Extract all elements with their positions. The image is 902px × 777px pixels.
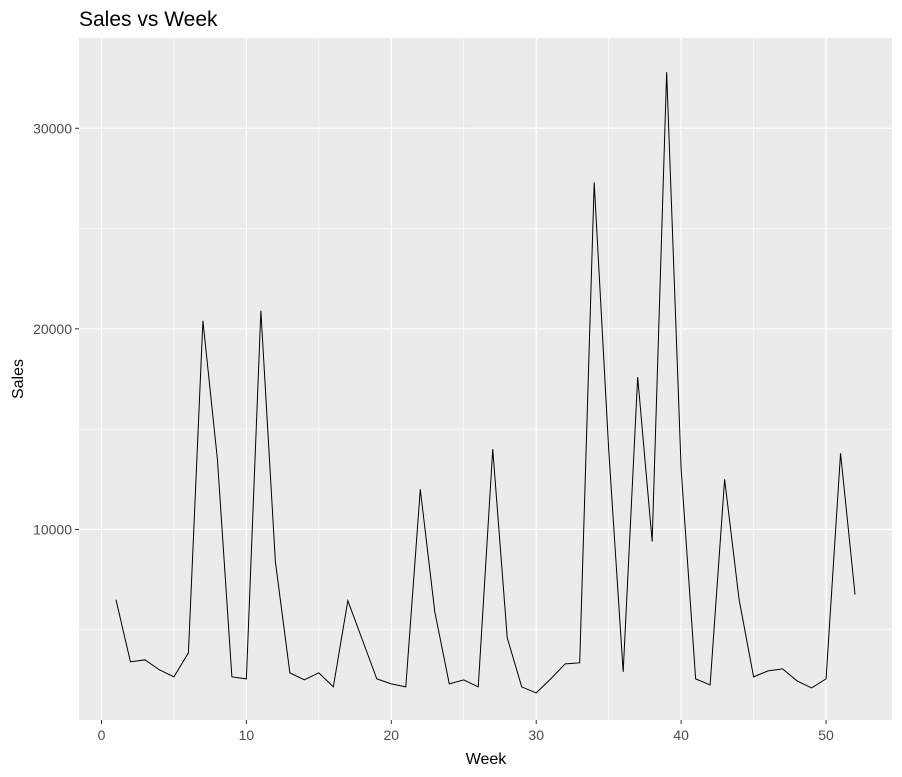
plot-panel (79, 38, 892, 720)
x-tick-label: 20 (384, 727, 400, 743)
x-tick-label: 0 (98, 727, 106, 743)
x-tick-label: 40 (673, 727, 689, 743)
x-tick-label: 50 (818, 727, 834, 743)
x-axis-label: Week (466, 751, 508, 768)
y-tick-label: 30000 (33, 120, 72, 136)
grid-major (79, 38, 892, 720)
x-tick-label: 10 (239, 727, 255, 743)
y-axis-label: Sales (10, 359, 27, 399)
chart-title: Sales vs Week (79, 8, 218, 31)
y-axis-ticks: 10000 20000 30000 (33, 120, 79, 537)
x-tick-label: 30 (528, 727, 544, 743)
y-tick-label: 10000 (33, 521, 72, 537)
y-tick-label: 20000 (33, 321, 72, 337)
x-axis-ticks: 0 10 20 30 40 50 (98, 720, 834, 743)
sales-series-line (115, 72, 856, 694)
